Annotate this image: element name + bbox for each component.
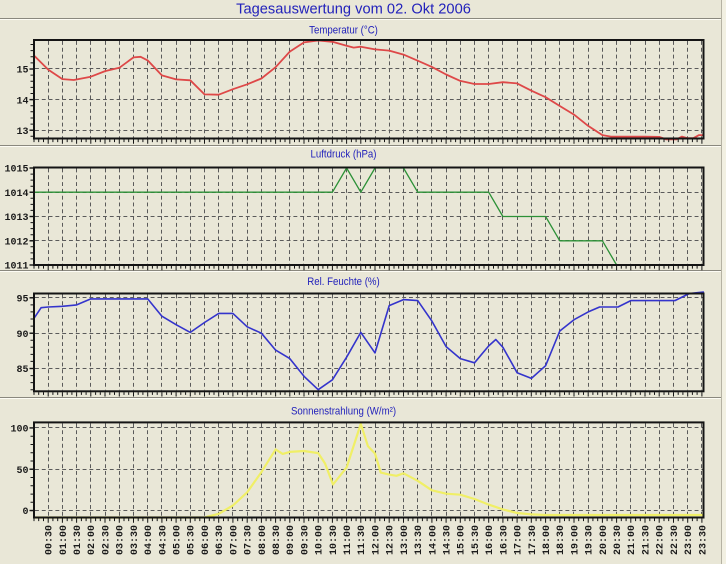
svg-text:02:30: 02:30 xyxy=(102,525,113,555)
svg-text:02:00: 02:00 xyxy=(87,525,98,555)
svg-text:14:30: 14:30 xyxy=(443,525,454,555)
svg-text:1011: 1011 xyxy=(4,262,28,273)
svg-text:11:00: 11:00 xyxy=(343,525,354,555)
svg-text:00:30: 00:30 xyxy=(45,525,56,555)
svg-text:09:30: 09:30 xyxy=(300,525,311,555)
svg-text:08:30: 08:30 xyxy=(272,525,283,555)
svg-text:05:00: 05:00 xyxy=(173,525,184,555)
svg-text:20:00: 20:00 xyxy=(599,525,610,555)
svg-text:13:30: 13:30 xyxy=(414,525,425,555)
svg-text:15: 15 xyxy=(16,66,28,77)
svg-text:1013: 1013 xyxy=(4,213,28,224)
svg-text:09:00: 09:00 xyxy=(286,525,297,555)
svg-text:07:00: 07:00 xyxy=(229,525,240,555)
svg-text:15:30: 15:30 xyxy=(471,525,482,555)
svg-text:06:30: 06:30 xyxy=(215,525,226,555)
svg-text:50: 50 xyxy=(16,466,28,477)
svg-text:03:00: 03:00 xyxy=(116,525,127,555)
svg-text:03:30: 03:30 xyxy=(130,525,141,555)
svg-text:13: 13 xyxy=(16,127,28,138)
svg-text:15:00: 15:00 xyxy=(457,525,468,555)
svg-text:14:00: 14:00 xyxy=(428,525,439,555)
svg-text:12:30: 12:30 xyxy=(386,525,397,555)
svg-text:18:30: 18:30 xyxy=(556,525,567,555)
svg-text:19:00: 19:00 xyxy=(570,525,581,555)
svg-text:08:00: 08:00 xyxy=(258,525,269,555)
svg-text:23:00: 23:00 xyxy=(684,525,695,555)
svg-text:05:30: 05:30 xyxy=(187,525,198,555)
svg-text:85: 85 xyxy=(16,365,28,376)
svg-text:17:00: 17:00 xyxy=(514,525,525,555)
svg-text:23:30: 23:30 xyxy=(698,525,709,555)
svg-text:11:30: 11:30 xyxy=(357,525,368,555)
svg-text:1015: 1015 xyxy=(4,165,28,176)
svg-text:21:00: 21:00 xyxy=(627,525,638,555)
svg-text:17:30: 17:30 xyxy=(528,525,539,555)
svg-text:1014: 1014 xyxy=(4,189,28,200)
svg-text:16:30: 16:30 xyxy=(499,525,510,555)
svg-text:14: 14 xyxy=(16,96,28,107)
svg-text:12:00: 12:00 xyxy=(371,525,382,555)
svg-text:90: 90 xyxy=(16,330,28,341)
svg-text:16:00: 16:00 xyxy=(485,525,496,555)
svg-text:100: 100 xyxy=(10,425,28,436)
svg-text:0: 0 xyxy=(22,507,28,518)
svg-text:10:00: 10:00 xyxy=(315,525,326,555)
svg-text:01:30: 01:30 xyxy=(73,525,84,555)
svg-text:Luftdruck (hPa): Luftdruck (hPa) xyxy=(311,148,377,161)
svg-text:22:30: 22:30 xyxy=(670,525,681,555)
svg-text:18:00: 18:00 xyxy=(542,525,553,555)
svg-text:Rel. Feuchte (%): Rel. Feuchte (%) xyxy=(307,275,379,288)
svg-text:19:30: 19:30 xyxy=(585,525,596,555)
svg-text:21:30: 21:30 xyxy=(641,525,652,555)
svg-text:10:30: 10:30 xyxy=(329,525,340,555)
svg-text:Tagesauswertung vom 02. Okt 20: Tagesauswertung vom 02. Okt 2006 xyxy=(236,1,471,17)
svg-text:22:00: 22:00 xyxy=(656,525,667,555)
svg-text:06:00: 06:00 xyxy=(201,525,212,555)
svg-text:07:30: 07:30 xyxy=(244,525,255,555)
svg-text:20:30: 20:30 xyxy=(613,525,624,555)
svg-text:04:30: 04:30 xyxy=(158,525,169,555)
svg-text:13:00: 13:00 xyxy=(400,525,411,555)
svg-text:Sonnenstrahlung (W/m²): Sonnenstrahlung (W/m²) xyxy=(291,405,396,418)
svg-text:95: 95 xyxy=(16,295,28,306)
svg-text:1012: 1012 xyxy=(4,237,28,248)
svg-text:04:00: 04:00 xyxy=(144,525,155,555)
svg-text:01:00: 01:00 xyxy=(59,525,70,555)
svg-text:Temperatur (°C): Temperatur (°C) xyxy=(309,24,378,37)
